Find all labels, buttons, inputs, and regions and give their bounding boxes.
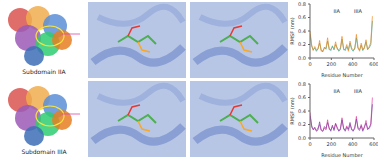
svg-text:0.2: 0.2 — [298, 121, 306, 127]
svg-text:IIA: IIA — [333, 8, 340, 14]
svg-text:IIIA: IIIA — [354, 8, 362, 14]
svg-text:0.8: 0.8 — [298, 1, 306, 7]
svg-text:600: 600 — [369, 141, 378, 147]
svg-text:RMSF (nm): RMSF (nm) — [289, 17, 295, 44]
svg-text:400: 400 — [348, 61, 358, 67]
svg-text:200: 200 — [327, 141, 337, 147]
svg-text:IIIA: IIIA — [354, 88, 362, 94]
svg-text:IIA: IIA — [333, 88, 340, 94]
svg-text:Residue Number: Residue Number — [321, 152, 363, 158]
svg-text:0.6: 0.6 — [298, 94, 306, 100]
svg-text:RMSF (nm): RMSF (nm) — [289, 97, 295, 124]
svg-text:Residue Number: Residue Number — [321, 72, 363, 78]
svg-text:0.4: 0.4 — [298, 108, 306, 114]
svg-text:0.2: 0.2 — [298, 41, 306, 47]
svg-text:Subdomain IIIA: Subdomain IIIA — [21, 148, 67, 155]
svg-text:0.0: 0.0 — [298, 55, 306, 61]
svg-text:0.4: 0.4 — [298, 28, 306, 34]
svg-text:0: 0 — [308, 61, 311, 67]
svg-text:0: 0 — [308, 141, 311, 147]
svg-text:200: 200 — [327, 61, 337, 67]
svg-text:0.0: 0.0 — [298, 135, 306, 141]
svg-text:600: 600 — [369, 61, 378, 67]
svg-text:0.6: 0.6 — [298, 14, 306, 20]
svg-text:Subdomain IIA: Subdomain IIA — [22, 68, 66, 75]
svg-text:0.8: 0.8 — [298, 81, 306, 87]
svg-text:400: 400 — [348, 141, 358, 147]
